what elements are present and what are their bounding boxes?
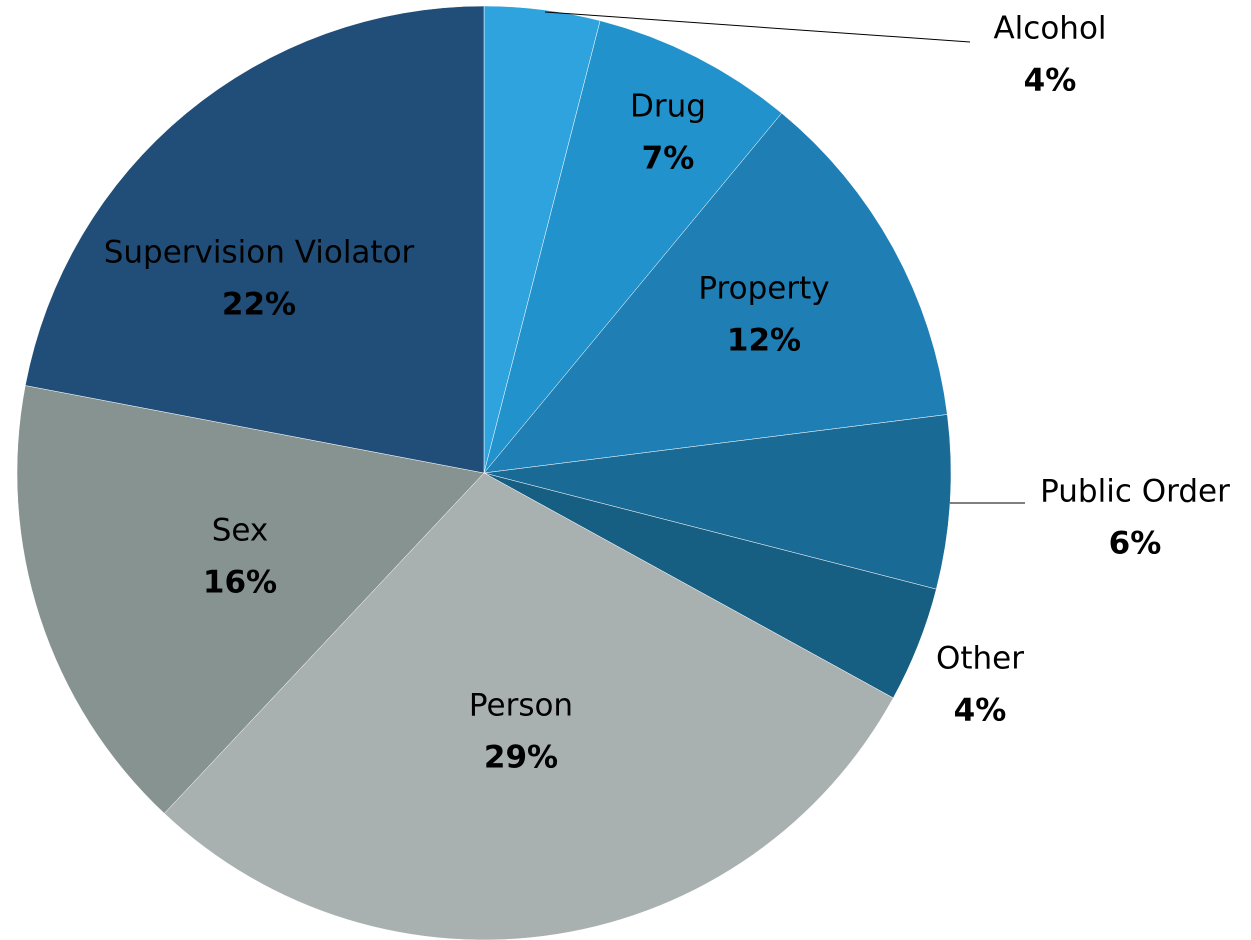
pie-slice <box>483 414 952 590</box>
slice-label: Person <box>469 688 573 724</box>
pie-slice <box>163 472 894 940</box>
slice-label: Property <box>698 271 829 307</box>
slice-value-label: 4% <box>1024 63 1077 99</box>
slice-value-label: 12% <box>727 323 801 359</box>
pie-slice <box>24 5 485 474</box>
leader-line <box>544 11 971 43</box>
pie-slice <box>483 20 783 474</box>
slice-value-label: 4% <box>954 693 1007 729</box>
slice-label: Sex <box>212 513 269 549</box>
slice-value-label: 22% <box>222 287 296 323</box>
slice-label: Other <box>936 641 1024 677</box>
slice-label: Alcohol <box>993 11 1106 47</box>
slice-value-label: 7% <box>642 141 695 177</box>
slice-label: Supervision Violator <box>104 235 415 271</box>
slice-value-label: 29% <box>484 740 558 776</box>
slice-label: Drug <box>630 89 706 125</box>
slice-label: Public Order <box>1040 474 1230 510</box>
slice-value-label: 16% <box>203 565 277 601</box>
slice-value-label: 6% <box>1109 526 1162 562</box>
pie-slice <box>16 385 485 814</box>
pie-slice <box>483 112 948 474</box>
